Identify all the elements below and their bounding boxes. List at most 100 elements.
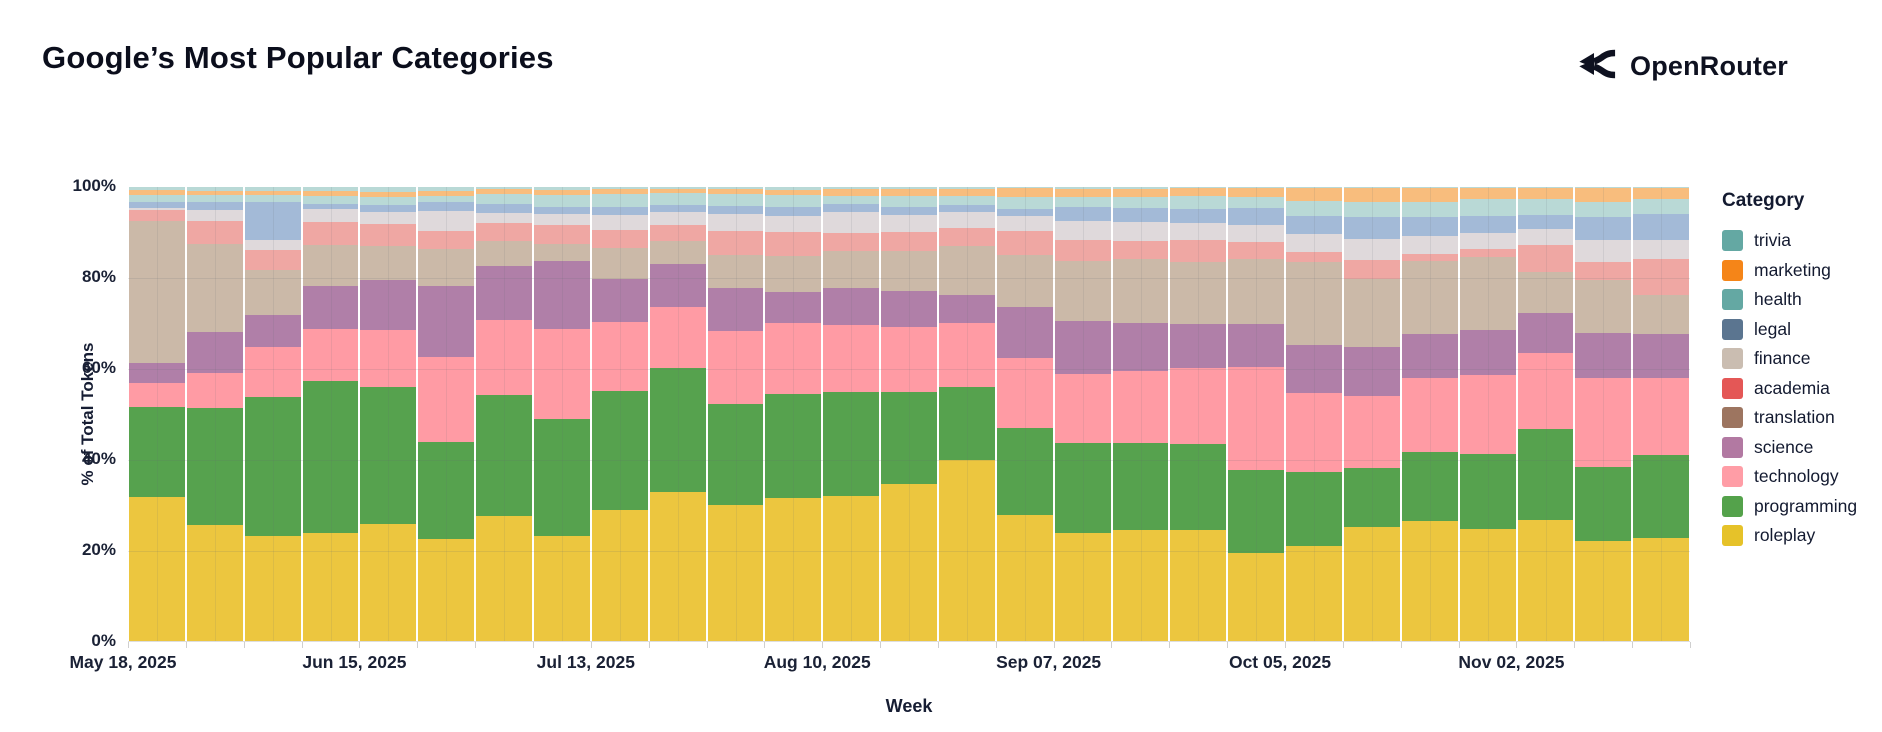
segment-trivia[interactable]: [996, 187, 1053, 189]
segment-marketing[interactable]: [476, 189, 533, 195]
segment-programming[interactable]: [1459, 453, 1516, 530]
segment-technology[interactable]: [881, 327, 938, 392]
segment-health[interactable]: [360, 197, 417, 205]
segment-translation[interactable]: [1054, 260, 1111, 321]
segment-finance[interactable]: [1286, 233, 1343, 253]
segment-health[interactable]: [302, 196, 359, 204]
segment-health[interactable]: [881, 196, 938, 208]
segment-health[interactable]: [129, 194, 185, 203]
segment-trivia[interactable]: [1517, 187, 1574, 189]
segment-science[interactable]: [244, 314, 301, 347]
segment-finance[interactable]: [765, 215, 822, 233]
segment-science[interactable]: [939, 295, 995, 323]
segment-programming[interactable]: [302, 380, 359, 534]
segment-marketing[interactable]: [1344, 187, 1400, 203]
segment-legal[interactable]: [591, 207, 648, 215]
segment-academia[interactable]: [186, 221, 243, 244]
legend-item-programming[interactable]: programming: [1722, 492, 1857, 522]
segment-trivia[interactable]: [1575, 187, 1632, 188]
segment-technology[interactable]: [591, 321, 648, 391]
segment-technology[interactable]: [1517, 353, 1574, 429]
segment-legal[interactable]: [823, 203, 880, 213]
segment-translation[interactable]: [881, 251, 938, 291]
segment-translation[interactable]: [1170, 262, 1227, 324]
segment-marketing[interactable]: [996, 188, 1053, 198]
segment-marketing[interactable]: [418, 191, 475, 196]
segment-legal[interactable]: [1401, 217, 1458, 236]
segment-trivia[interactable]: [1401, 187, 1458, 188]
bar-week-12[interactable]: [764, 187, 823, 642]
segment-marketing[interactable]: [1054, 188, 1111, 198]
segment-science[interactable]: [1286, 345, 1343, 393]
bar-week-3[interactable]: [243, 187, 302, 642]
segment-translation[interactable]: [1517, 271, 1574, 314]
segment-translation[interactable]: [591, 248, 648, 280]
segment-finance[interactable]: [1633, 240, 1690, 260]
segment-academia[interactable]: [1401, 253, 1458, 262]
segment-programming[interactable]: [534, 419, 590, 537]
segment-technology[interactable]: [765, 322, 822, 394]
bar-week-17[interactable]: [1053, 187, 1112, 642]
segment-finance[interactable]: [996, 216, 1053, 231]
segment-marketing[interactable]: [1517, 188, 1574, 200]
segment-trivia[interactable]: [939, 187, 995, 189]
segment-legal[interactable]: [765, 207, 822, 216]
segment-roleplay[interactable]: [1054, 533, 1111, 642]
segment-marketing[interactable]: [823, 188, 880, 196]
segment-translation[interactable]: [1344, 279, 1400, 348]
segment-academia[interactable]: [476, 223, 533, 242]
segment-health[interactable]: [476, 194, 533, 204]
legend-item-translation[interactable]: translation: [1722, 403, 1857, 433]
segment-marketing[interactable]: [1286, 187, 1343, 201]
segment-finance[interactable]: [1575, 240, 1632, 262]
segment-legal[interactable]: [881, 207, 938, 215]
segment-translation[interactable]: [707, 255, 764, 289]
segment-science[interactable]: [360, 280, 417, 330]
segment-marketing[interactable]: [765, 189, 822, 196]
segment-technology[interactable]: [244, 346, 301, 397]
segment-health[interactable]: [765, 195, 822, 208]
segment-marketing[interactable]: [1112, 188, 1169, 197]
segment-legal[interactable]: [649, 205, 706, 213]
segment-roleplay[interactable]: [1401, 520, 1458, 642]
segment-finance[interactable]: [534, 214, 590, 226]
segment-health[interactable]: [1286, 200, 1343, 217]
segment-translation[interactable]: [765, 255, 822, 293]
legend-item-science[interactable]: science: [1722, 433, 1857, 463]
segment-roleplay[interactable]: [881, 483, 938, 642]
segment-trivia[interactable]: [1112, 187, 1169, 189]
segment-programming[interactable]: [1228, 470, 1285, 554]
segment-legal[interactable]: [707, 205, 764, 214]
segment-programming[interactable]: [1575, 467, 1632, 542]
segment-translation[interactable]: [302, 244, 359, 287]
bar-week-10[interactable]: [648, 187, 707, 642]
segment-technology[interactable]: [1401, 378, 1458, 453]
segment-programming[interactable]: [591, 390, 648, 511]
segment-science[interactable]: [1401, 334, 1458, 379]
segment-academia[interactable]: [1633, 259, 1690, 295]
bar-week-13[interactable]: [822, 187, 881, 642]
bar-week-23[interactable]: [1400, 187, 1459, 642]
legend-item-technology[interactable]: technology: [1722, 462, 1857, 492]
segment-programming[interactable]: [1517, 428, 1574, 520]
segment-academia[interactable]: [591, 230, 648, 249]
segment-science[interactable]: [881, 290, 938, 328]
bar-week-11[interactable]: [706, 187, 765, 642]
segment-science[interactable]: [1517, 313, 1574, 354]
segment-technology[interactable]: [823, 324, 880, 393]
segment-finance[interactable]: [244, 240, 301, 250]
segment-academia[interactable]: [1112, 241, 1169, 260]
segment-marketing[interactable]: [1575, 188, 1632, 202]
segment-trivia[interactable]: [302, 187, 359, 192]
segment-programming[interactable]: [129, 407, 185, 497]
segment-academia[interactable]: [302, 222, 359, 245]
segment-programming[interactable]: [881, 391, 938, 484]
segment-translation[interactable]: [244, 270, 301, 315]
segment-trivia[interactable]: [591, 187, 648, 190]
segment-marketing[interactable]: [244, 191, 301, 195]
segment-marketing[interactable]: [707, 189, 764, 194]
segment-science[interactable]: [1228, 324, 1285, 368]
segment-technology[interactable]: [1112, 371, 1169, 443]
segment-finance[interactable]: [1228, 225, 1285, 243]
segment-technology[interactable]: [707, 330, 764, 404]
